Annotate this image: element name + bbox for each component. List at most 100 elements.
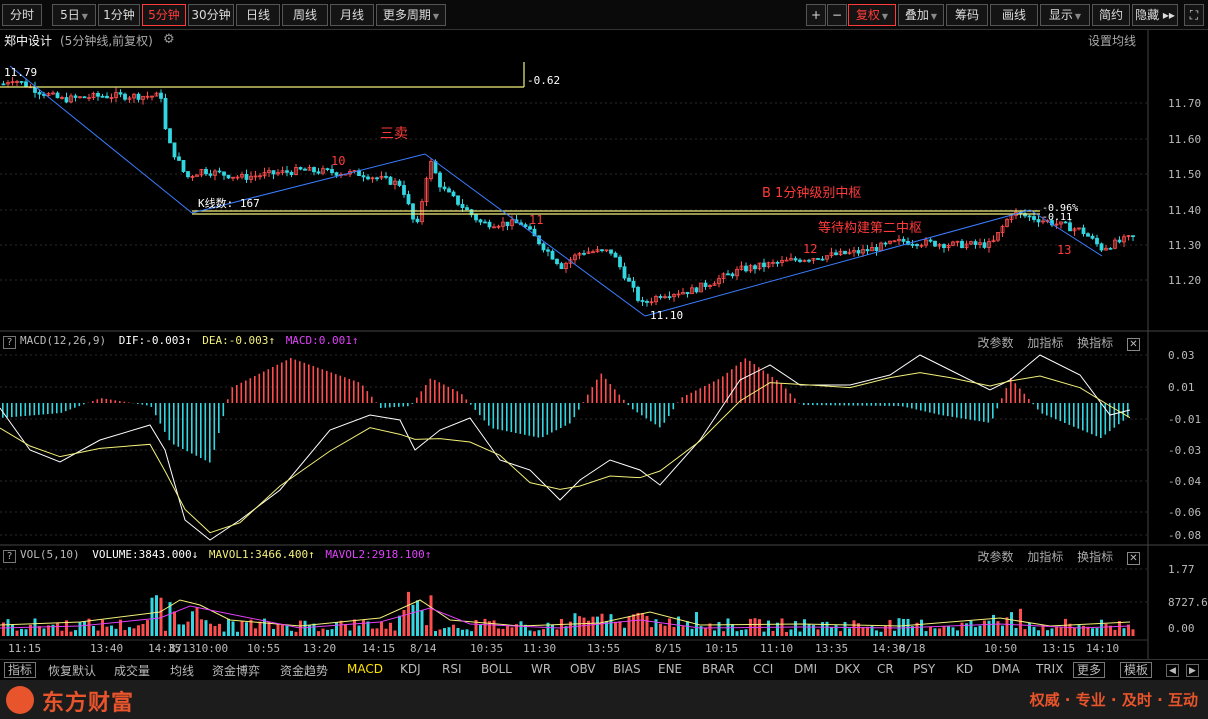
period-button-fenshi[interactable]: 分时 bbox=[2, 4, 42, 26]
tab-kd[interactable]: KD bbox=[956, 662, 974, 676]
display-dropdown[interactable]: 显示 ▼ bbox=[1040, 4, 1090, 26]
zoom-out-button[interactable]: − bbox=[827, 4, 847, 26]
period-button-1min[interactable]: 1分钟 bbox=[98, 4, 140, 26]
period-button-30min[interactable]: 30分钟 bbox=[188, 4, 234, 26]
add-indicator-link[interactable]: 加指标 bbox=[1027, 336, 1064, 350]
period-button-week[interactable]: 周线 bbox=[282, 4, 328, 26]
volume-bar bbox=[353, 619, 356, 636]
tab-rsi[interactable]: RSI bbox=[442, 662, 462, 676]
volume-bar bbox=[398, 615, 401, 636]
tab-boll[interactable]: BOLL bbox=[481, 662, 512, 676]
help-icon[interactable]: ? bbox=[3, 336, 16, 349]
tab-bias[interactable]: BIAS bbox=[613, 662, 641, 676]
gear-icon[interactable]: ⚙ bbox=[163, 32, 175, 47]
candle-body bbox=[312, 167, 316, 173]
volume-bar bbox=[897, 618, 901, 636]
ma-setting-link[interactable]: 设置均线 bbox=[1087, 34, 1136, 48]
tab-reset-default[interactable]: 恢复默认 bbox=[48, 664, 97, 678]
tab-macd[interactable]: MACD bbox=[347, 662, 383, 676]
tab-template[interactable]: 模板 bbox=[1120, 662, 1153, 678]
hide-button[interactable]: 隐藏 ▸▸ bbox=[1132, 4, 1178, 26]
macd-bar bbox=[281, 362, 283, 403]
tab-psy[interactable]: PSY bbox=[913, 662, 936, 676]
chips-button[interactable]: 筹码 bbox=[946, 4, 988, 26]
candle-body bbox=[1086, 233, 1090, 237]
macd-bar bbox=[839, 403, 841, 406]
tab-ene[interactable]: ENE bbox=[658, 662, 683, 676]
macd-bar bbox=[285, 360, 288, 403]
zoom-in-button[interactable]: + bbox=[806, 4, 826, 26]
macd-bar bbox=[933, 403, 936, 414]
scroll-right-icon[interactable]: ▶ bbox=[1186, 664, 1199, 677]
help-icon[interactable]: ? bbox=[3, 550, 16, 563]
macd-bar bbox=[380, 403, 382, 408]
volume-bar bbox=[771, 630, 775, 636]
edit-params-link[interactable]: 改参数 bbox=[977, 550, 1014, 564]
simple-button[interactable]: 简约 bbox=[1092, 4, 1130, 26]
time-axis-tick: 8/13 bbox=[169, 642, 196, 655]
period-button-day[interactable]: 日线 bbox=[236, 4, 280, 26]
tab-wr[interactable]: WR bbox=[531, 662, 552, 676]
volume-bar bbox=[51, 624, 55, 636]
tab-brar[interactable]: BRAR bbox=[702, 662, 735, 676]
period-button-5min[interactable]: 5分钟 bbox=[142, 4, 186, 26]
tab-cr[interactable]: CR bbox=[877, 662, 894, 676]
volume-bar bbox=[690, 628, 694, 636]
macd-bar bbox=[263, 371, 265, 403]
candle-body bbox=[424, 178, 429, 203]
macd-bar bbox=[353, 380, 355, 403]
tab-kdj[interactable]: KDJ bbox=[400, 662, 421, 676]
candle-body bbox=[303, 168, 307, 171]
tab-dmi[interactable]: DMI bbox=[794, 662, 818, 676]
add-indicator-link[interactable]: 加指标 bbox=[1027, 550, 1064, 564]
adjust-rights-dropdown[interactable]: 复权 ▼ bbox=[848, 4, 896, 26]
tab-ma[interactable]: 均线 bbox=[170, 664, 195, 678]
switch-indicator-link[interactable]: 换指标 bbox=[1077, 550, 1114, 564]
tab-fund-game[interactable]: 资金博弈 bbox=[212, 664, 261, 678]
close-icon[interactable]: ✕ bbox=[1127, 338, 1140, 351]
macd-bar bbox=[960, 403, 963, 419]
candle-body bbox=[793, 258, 798, 261]
macd-bar bbox=[938, 403, 940, 415]
close-icon[interactable]: ✕ bbox=[1127, 552, 1140, 565]
tab-volume[interactable]: 成交量 bbox=[114, 664, 151, 678]
tab-more[interactable]: 更多 bbox=[1073, 662, 1106, 678]
macd-axis-tick: 0.01 bbox=[1168, 381, 1195, 394]
fullscreen-icon[interactable]: ⛶ bbox=[1184, 4, 1204, 26]
tab-indicator[interactable]: 指标 bbox=[4, 662, 37, 678]
period-button-month[interactable]: 月线 bbox=[330, 4, 374, 26]
candle-body bbox=[393, 180, 397, 185]
macd-bar bbox=[276, 364, 279, 403]
macd-bar bbox=[1091, 403, 1093, 435]
tab-dma[interactable]: DMA bbox=[992, 662, 1020, 676]
draw-line-button[interactable]: 画线 bbox=[990, 4, 1038, 26]
mavol1-value: MAVOL1:3466.400 bbox=[208, 548, 309, 561]
volume-bar bbox=[213, 626, 217, 636]
volume-bar bbox=[569, 621, 572, 636]
macd-bar bbox=[879, 403, 882, 406]
candle-body bbox=[370, 177, 375, 180]
candle-body bbox=[829, 252, 834, 257]
volume-bar bbox=[11, 624, 14, 636]
volume-bar bbox=[762, 631, 766, 636]
tab-trix[interactable]: TRIX bbox=[1036, 662, 1064, 676]
volume-bar bbox=[1055, 626, 1058, 636]
macd-bar bbox=[141, 403, 144, 405]
switch-indicator-link[interactable]: 换指标 bbox=[1077, 336, 1114, 350]
scroll-left-icon[interactable]: ◀ bbox=[1166, 664, 1179, 677]
candle-body bbox=[258, 175, 262, 178]
high-price-label: 11.79 bbox=[4, 66, 37, 79]
tab-obv[interactable]: OBV bbox=[570, 662, 596, 676]
kline-chart-canvas[interactable]: 11.79 -0.62 K线数: 167 11.10 三卖 10 11 12 1… bbox=[0, 0, 1208, 659]
more-periods-dropdown[interactable]: 更多周期 ▼ bbox=[376, 4, 446, 26]
volume-bar bbox=[996, 621, 1000, 636]
candle-body bbox=[276, 172, 280, 175]
tab-cci[interactable]: CCI bbox=[753, 662, 774, 676]
edit-params-link[interactable]: 改参数 bbox=[977, 336, 1014, 350]
tab-fund-trend[interactable]: 资金趋势 bbox=[280, 664, 329, 678]
candle-body bbox=[933, 240, 937, 247]
volume-bar bbox=[884, 625, 887, 636]
overlay-dropdown[interactable]: 叠加 ▼ bbox=[898, 4, 944, 26]
tab-dkx[interactable]: DKX bbox=[835, 662, 861, 676]
period-button-5day[interactable]: 5日 ▼ bbox=[52, 4, 96, 26]
